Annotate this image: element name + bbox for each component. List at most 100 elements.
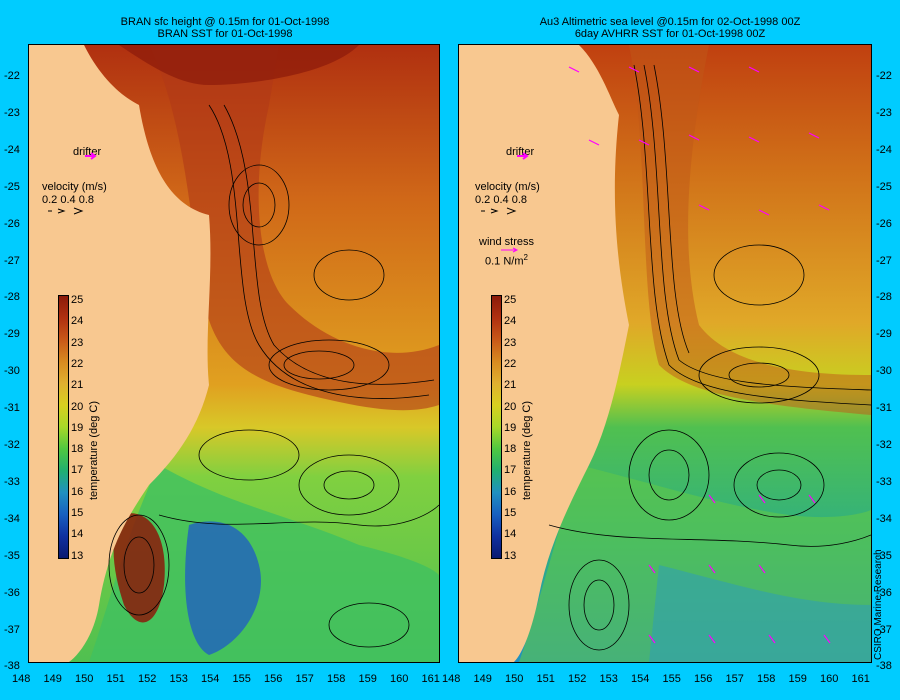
colorbar-tick: 15 [71,507,84,519]
left-panel-title: BRAN sfc height @ 0.15m for 01-Oct-1998 … [110,16,340,40]
colorbar-tick: 19 [504,421,517,434]
longitude-tick-label: 160 [390,673,409,685]
latitude-tick-label: -28 [876,291,892,304]
longitude-tick-label: 151 [536,673,555,685]
left-title-line2: BRAN SST for 01-Oct-1998 [157,28,293,40]
longitude-tick-label: 157 [725,673,744,685]
longitude-tick-label: 160 [820,673,839,685]
longitude-tick-label: 155 [232,673,251,685]
latitude-tick-label: -38 [4,660,20,673]
right-colorbar [491,295,502,559]
colorbar-tick: 19 [71,421,84,434]
latitude-tick-label: -23 [876,106,892,119]
colorbar-tick: 16 [71,485,84,498]
longitude-tick-label: 156 [694,673,713,685]
colorbar-tick: 24 [71,315,84,328]
wind-stress-value-text: 0.1 N/m [485,255,524,268]
colorbar-tick: 25 [504,294,517,306]
right-drifter-arrow [517,152,529,160]
longitude-tick-label: 156 [264,673,283,685]
longitude-tick-label: 150 [505,673,524,685]
latitude-tick-label: -29 [4,328,20,341]
right-velocity-arrows [481,207,517,215]
longitude-tick-label: 149 [43,673,62,685]
latitude-tick-label: -27 [876,254,892,267]
latitude-tick-label: -31 [876,402,892,415]
latitude-tick-label: -25 [4,180,20,193]
colorbar-tick: 13 [71,549,84,562]
latitude-tick-label: -36 [4,586,20,599]
right-sst-map [459,45,871,662]
latitude-tick-label: -36 [876,586,892,599]
latitude-tick-label: -29 [876,328,892,341]
colorbar-tick: 23 [504,336,517,349]
latitude-tick-label: -35 [876,549,892,562]
right-velocity-title: velocity (m/s) [475,181,540,193]
longitude-tick-label: 153 [169,673,188,685]
latitude-tick-label: -31 [4,402,20,415]
colorbar-tick: 21 [504,379,517,392]
right-panel-title: Au3 Altimetric sea level @0.15m for 02-O… [520,16,820,40]
left-velocity-values: 0.2 0.4 0.8 [42,194,94,206]
left-sst-map [29,45,439,662]
longitude-tick-label: 159 [788,673,807,685]
latitude-tick-label: -30 [4,365,20,378]
latitude-tick-label: -32 [876,439,892,451]
left-velocity-arrows [48,207,84,215]
colorbar-tick: 17 [504,464,517,477]
latitude-tick-label: -34 [4,512,20,525]
latitude-tick-label: -28 [4,291,20,304]
latitude-tick-label: -22 [4,70,20,82]
colorbar-tick: 22 [504,357,517,370]
colorbar-tick: 20 [71,400,84,413]
latitude-tick-label: -33 [876,475,892,488]
latitude-tick-label: -33 [4,475,20,488]
colorbar-tick: 15 [504,507,517,519]
longitude-tick-label: 161 [421,673,440,685]
latitude-tick-label: -25 [876,180,892,193]
left-velocity-title: velocity (m/s) [42,181,107,193]
colorbar-tick: 22 [71,357,84,370]
left-title-line1: BRAN sfc height @ 0.15m for 01-Oct-1998 [120,16,330,28]
latitude-tick-label: -23 [4,106,20,119]
longitude-tick-label: 155 [662,673,681,685]
latitude-tick-label: -27 [4,254,20,267]
colorbar-tick: 21 [71,379,84,392]
wind-stress-value: 0.1 N/m2 [485,252,528,268]
longitude-tick-label: 149 [473,673,492,685]
left-colorbar-label: temperature (deg C) [88,400,100,500]
latitude-tick-label: -37 [876,623,892,636]
latitude-tick-label: -26 [4,217,20,230]
longitude-tick-label: 161 [851,673,870,685]
latitude-tick-label: -24 [4,143,20,156]
wind-stress-arrow [501,247,519,253]
colorbar-tick: 20 [504,400,517,413]
left-map-panel [28,44,440,663]
colorbar-tick: 18 [71,443,84,456]
colorbar-tick: 18 [504,443,517,456]
longitude-tick-label: 148 [442,673,461,685]
latitude-tick-label: -38 [876,660,892,673]
latitude-tick-label: -35 [4,549,20,562]
right-title-line1: Au3 Altimetric sea level @0.15m for 02-O… [539,16,801,28]
colorbar-tick: 13 [504,549,517,562]
longitude-tick-label: 158 [757,673,776,685]
longitude-tick-label: 157 [295,673,314,685]
wind-stress-unit-power: 2 [523,253,528,262]
wind-stress-arrows [568,66,831,644]
longitude-tick-label: 154 [631,673,650,685]
longitude-tick-label: 151 [106,673,125,685]
latitude-tick-label: -30 [876,365,892,378]
longitude-tick-label: 152 [568,673,587,685]
left-drifter-arrow [85,152,97,160]
longitude-tick-label: 152 [138,673,157,685]
latitude-tick-label: -24 [876,143,892,156]
longitude-tick-label: 159 [358,673,377,685]
latitude-tick-label: -22 [876,70,892,82]
right-colorbar-label: temperature (deg C) [521,400,533,500]
right-title-line2: 6day AVHRR SST for 01-Oct-1998 00Z [574,28,766,40]
longitude-tick-label: 153 [599,673,618,685]
latitude-tick-label: -26 [876,217,892,230]
longitude-tick-label: 150 [75,673,94,685]
latitude-tick-label: -34 [876,512,892,525]
